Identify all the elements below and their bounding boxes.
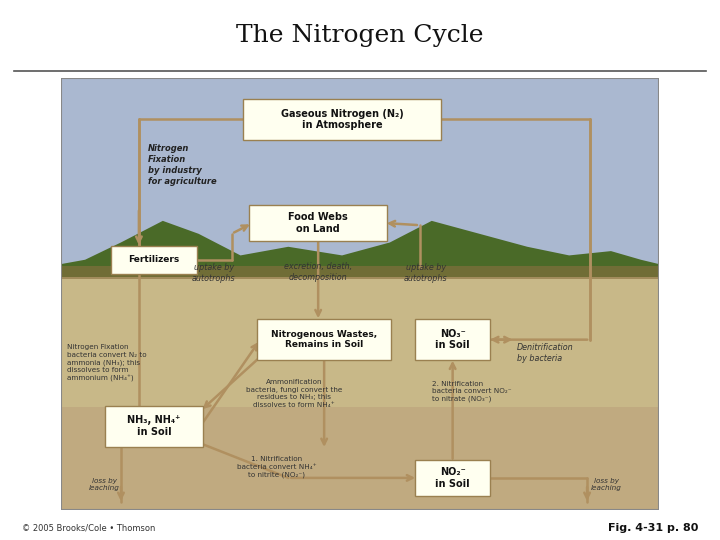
FancyBboxPatch shape	[415, 460, 490, 496]
FancyBboxPatch shape	[257, 319, 392, 360]
Text: NO₃⁻
in Soil: NO₃⁻ in Soil	[436, 329, 470, 350]
Polygon shape	[61, 221, 659, 277]
Text: Gaseous Nitrogen (N₂)
in Atmosphere: Gaseous Nitrogen (N₂) in Atmosphere	[281, 109, 403, 130]
Bar	[61, 277, 659, 407]
Text: uptake by
autotrophs: uptake by autotrophs	[404, 262, 448, 283]
Text: Ammonification
bacteria, fungi convert the
residues to NH₃; this
dissolves to fo: Ammonification bacteria, fungi convert t…	[246, 380, 343, 408]
Text: © 2005 Brooks/Cole • Thomson: © 2005 Brooks/Cole • Thomson	[22, 524, 155, 532]
Text: loss by
leaching: loss by leaching	[591, 477, 621, 491]
FancyBboxPatch shape	[110, 246, 197, 274]
Text: Fertilizers: Fertilizers	[128, 255, 179, 264]
Text: 2. Nitrification
bacteria convert NO₂⁻
to nitrate (NO₃⁻): 2. Nitrification bacteria convert NO₂⁻ t…	[432, 381, 511, 402]
FancyBboxPatch shape	[104, 406, 203, 447]
Bar	[61, 407, 659, 510]
Bar	[61, 266, 659, 279]
FancyBboxPatch shape	[415, 319, 490, 360]
Text: NH₃, NH₄⁺
in Soil: NH₃, NH₄⁺ in Soil	[127, 415, 181, 437]
Text: Food Webs
on Land: Food Webs on Land	[288, 212, 348, 234]
Bar	[61, 78, 659, 277]
Text: The Nitrogen Cycle: The Nitrogen Cycle	[236, 24, 484, 46]
Text: Denitrification
by bacteria: Denitrification by bacteria	[516, 342, 573, 363]
FancyBboxPatch shape	[243, 99, 441, 140]
Text: Nitrogen
Fixation
by industry
for agriculture: Nitrogen Fixation by industry for agricu…	[148, 144, 217, 186]
Text: Nitrogen Fixation
bacteria convert N₂ to
ammonia (NH₃); this
dissolves to form
a: Nitrogen Fixation bacteria convert N₂ to…	[67, 345, 147, 382]
Text: uptake by
autotrophs: uptake by autotrophs	[192, 262, 235, 283]
FancyBboxPatch shape	[249, 205, 387, 241]
Text: NO₂⁻
in Soil: NO₂⁻ in Soil	[436, 467, 470, 489]
Text: loss by
leaching: loss by leaching	[89, 477, 120, 491]
Text: Nitrogenous Wastes,
Remains in Soil: Nitrogenous Wastes, Remains in Soil	[271, 330, 377, 349]
Text: Fig. 4-31 p. 80: Fig. 4-31 p. 80	[608, 523, 698, 533]
Text: excretion, death,
decomposition: excretion, death, decomposition	[284, 262, 352, 282]
Text: 1. Nitrification
bacteria convert NH₄⁺
to nitrite (NO₂⁻): 1. Nitrification bacteria convert NH₄⁺ t…	[237, 456, 316, 478]
